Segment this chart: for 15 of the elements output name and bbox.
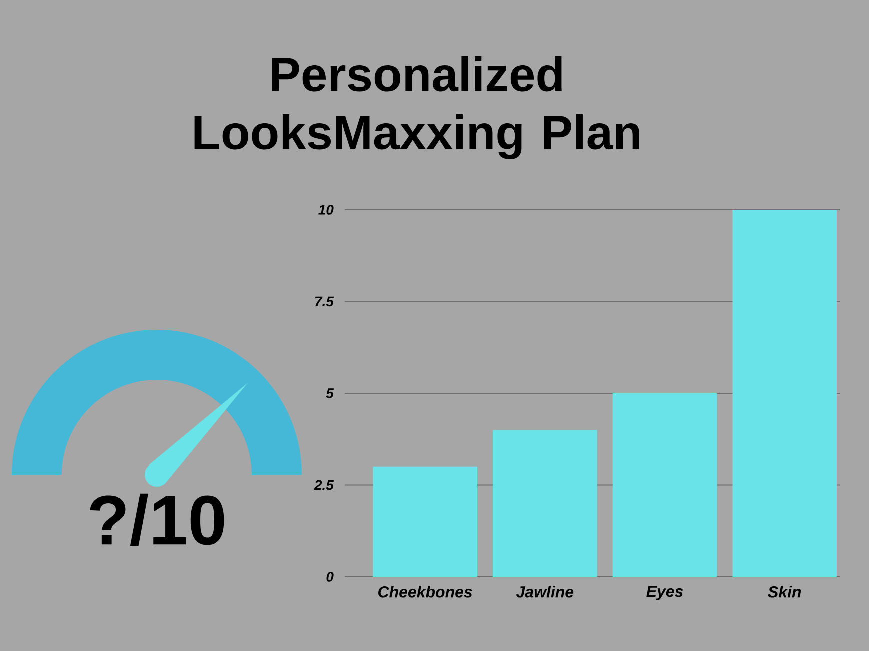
y-tick-label: 2.5 bbox=[314, 480, 334, 490]
y-tick-label: 7.5 bbox=[315, 296, 334, 307]
y-tick-label: 0 bbox=[326, 572, 334, 582]
bar bbox=[373, 466, 478, 577]
chart-title: Personalized LooksMaxxing Plan bbox=[194, 56, 640, 160]
x-tick-label: Skin bbox=[768, 586, 802, 598]
y-tick-label: 5 bbox=[326, 388, 334, 398]
y-tick-label: 10 bbox=[318, 205, 334, 215]
x-tick-label: Jawline bbox=[516, 586, 574, 598]
x-tick-label: Cheekbones bbox=[378, 586, 472, 598]
bar bbox=[612, 393, 718, 577]
bar bbox=[732, 210, 837, 577]
x-tick-label: Eyes bbox=[646, 586, 684, 600]
bar bbox=[493, 430, 598, 577]
text: ?/10 bbox=[90, 494, 224, 546]
